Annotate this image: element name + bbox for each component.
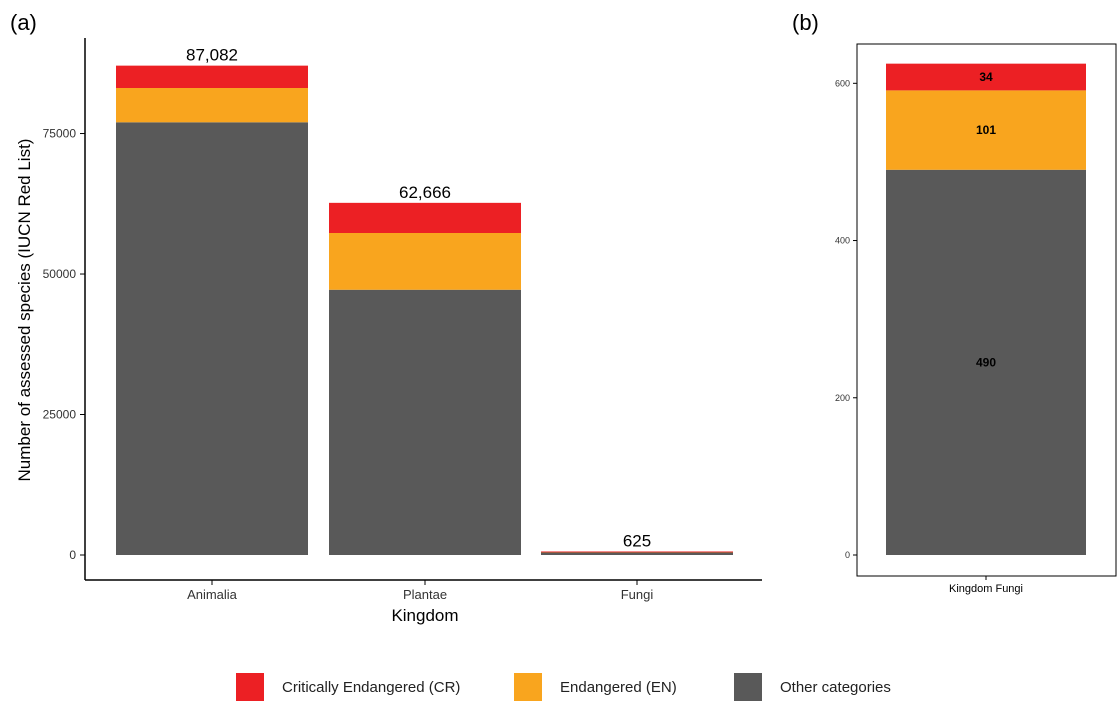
legend: Critically Endangered (CR) Endangered (E… — [0, 672, 1118, 702]
y-tick-label: 50000 — [43, 267, 77, 281]
legend-swatch-cr — [236, 673, 264, 701]
x-tick-label-plantae: Plantae — [403, 587, 447, 602]
panel-a-total-labels: 87,082 62,666 625 — [186, 46, 651, 551]
legend-label-en: Endangered (EN) — [560, 678, 677, 696]
legend-item-other: Other categories — [734, 672, 891, 702]
panel-b-label: (b) — [792, 10, 819, 35]
total-label-plantae: 62,666 — [399, 183, 451, 202]
bar-segment-plantae-2 — [329, 202, 521, 233]
fungi-bar-segment-2 — [886, 63, 1086, 91]
bar-segment-plantae-1 — [329, 232, 521, 290]
panel-b-segment-labels: 490 101 34 — [976, 70, 996, 369]
total-label-animalia: 87,082 — [186, 46, 238, 65]
y-tick-label: 75000 — [43, 127, 77, 141]
panel-a-x-ticks: Animalia Plantae Fungi — [187, 580, 653, 602]
panel-a-bars — [116, 65, 733, 555]
legend-swatch-other — [734, 673, 762, 701]
y-tick-label: 200 — [835, 393, 850, 403]
segment-value-label: 490 — [976, 355, 996, 369]
y-tick-label: 400 — [835, 236, 850, 246]
panel-a-label: (a) — [10, 10, 37, 35]
panel-a-y-ticks: 0 25000 50000 75000 — [43, 127, 85, 562]
x-tick-label-animalia: Animalia — [187, 587, 238, 602]
bar-segment-plantae-0 — [329, 289, 521, 555]
legend-item-en: Endangered (EN) — [514, 672, 677, 702]
total-label-fungi: 625 — [623, 531, 651, 550]
bar-segment-animalia-0 — [116, 122, 308, 555]
legend-swatch-en — [514, 673, 542, 701]
panel-b: (b) 490 101 34 0 200 400 600 Kingdom Fungi — [792, 10, 1117, 595]
y-tick-label: 0 — [69, 548, 76, 562]
y-tick-label: 25000 — [43, 408, 77, 422]
bar-segment-fungi-0 — [541, 552, 733, 555]
legend-label-other: Other categories — [780, 678, 891, 696]
x-tick-label-kingdom-fungi: Kingdom Fungi — [949, 583, 1023, 595]
panel-a: (a) 87,082 62,666 625 0 25000 50000 75000 Ani… — [10, 10, 762, 625]
legend-label-cr: Critically Endangered (CR) — [282, 678, 461, 696]
panel-b-bars — [886, 63, 1086, 556]
fungi-bar-segment-0 — [886, 169, 1086, 556]
fungi-bar-segment-1 — [886, 90, 1086, 170]
x-tick-label-fungi: Fungi — [621, 587, 654, 602]
segment-value-label: 34 — [979, 70, 993, 84]
bar-segment-fungi-2 — [541, 551, 733, 553]
panel-a-y-axis-title: Number of assessed species (IUCN Red Lis… — [15, 139, 34, 482]
y-tick-label: 0 — [845, 550, 850, 560]
panel-b-y-ticks: 0 200 400 600 — [835, 78, 857, 560]
segment-value-label: 101 — [976, 123, 996, 137]
y-tick-label: 600 — [835, 78, 850, 88]
legend-item-cr: Critically Endangered (CR) — [236, 672, 460, 702]
panel-b-x-ticks: Kingdom Fungi — [949, 576, 1023, 595]
bar-segment-animalia-2 — [116, 65, 308, 89]
bar-segment-animalia-1 — [116, 88, 308, 123]
panel-a-x-axis-title: Kingdom — [391, 606, 458, 625]
